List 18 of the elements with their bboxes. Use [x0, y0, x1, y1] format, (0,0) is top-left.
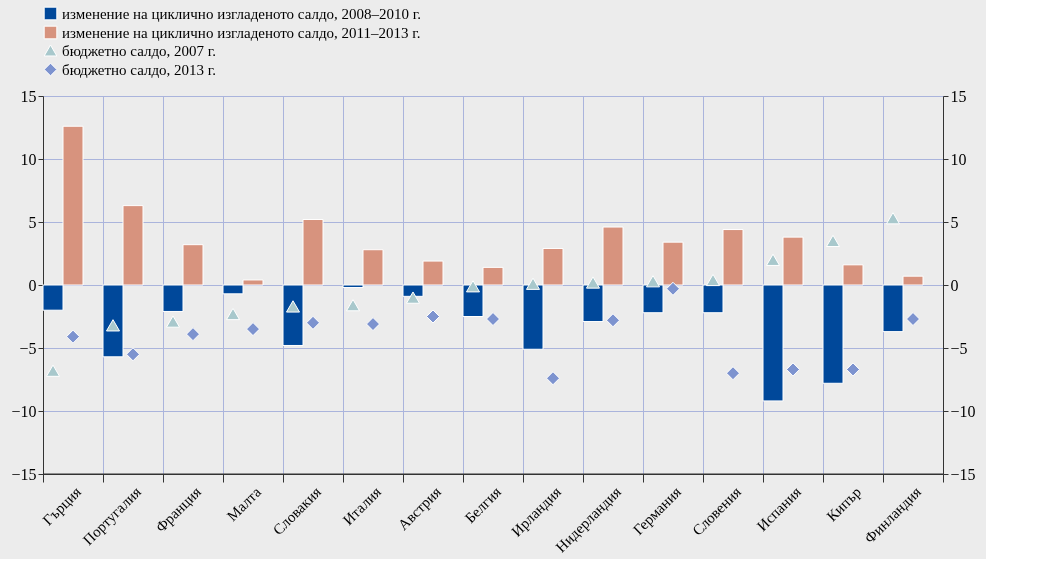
y2-tick-label: −10: [950, 402, 976, 420]
y2-tick-label: 0: [950, 276, 959, 294]
legend-label: изменение на циклично изгладеното салдо, 2008–2010 г.: [62, 5, 422, 22]
y-tick-label: −15: [11, 465, 37, 483]
y-tick-label: 0: [28, 276, 37, 294]
y2-tick-label: 5: [950, 213, 959, 231]
y2-tick-label: 10: [950, 150, 967, 168]
legend-label: бюджетно салдо, 2013 г.: [62, 61, 217, 78]
y-tick-label: −5: [19, 339, 37, 357]
legend-label: бюджетно салдо, 2007 г.: [62, 42, 217, 59]
y-tick-label: 5: [28, 213, 37, 231]
y-tick-label: −10: [11, 402, 37, 420]
y-tick-label: 15: [20, 87, 37, 105]
y2-tick-label: 15: [950, 87, 967, 105]
y2-tick-label: −15: [950, 465, 976, 483]
y2-tick-label: −5: [950, 339, 968, 357]
legend-label: изменение на циклично изгладеното салдо, 2011–2013 г.: [62, 24, 421, 41]
y-tick-label: 10: [20, 150, 37, 168]
